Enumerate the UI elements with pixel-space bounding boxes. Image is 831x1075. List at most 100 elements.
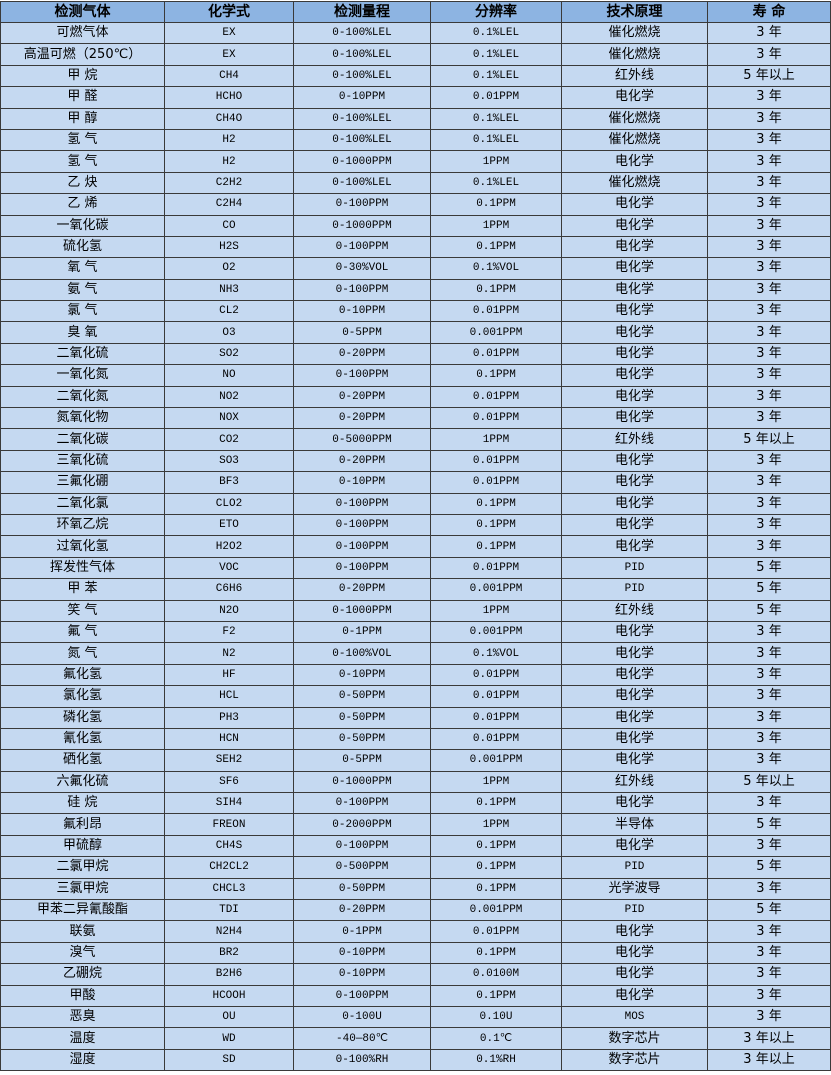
range-cell: 0-100%LEL xyxy=(293,171,431,195)
range-cell: 0-500PPM xyxy=(293,856,431,879)
table-row: 可燃气体 EX 0-100%LEL 0.1%LEL 催化燃烧 3 年 xyxy=(0,21,831,45)
table-row: 氢 气 H2 0-1000PPM 1PPM 电化学 3 年 xyxy=(0,150,831,173)
range-cell: 0-20PPM xyxy=(293,342,431,366)
principle-cell: 电化学 xyxy=(561,407,708,430)
table-row: 甲硫醇 CH4S 0-100PPM 0.1PPM 电化学 3 年 xyxy=(0,834,831,858)
table-row: 二氯甲烷 CH2CL2 0-500PPM 0.1PPM PID 5 年 xyxy=(0,856,831,879)
principle-cell: 电化学 xyxy=(561,235,708,259)
formula-cell: CH4O xyxy=(164,107,294,130)
gas-cell: 三氧化硫 xyxy=(0,449,165,473)
principle-cell: 催化燃烧 xyxy=(561,21,708,45)
formula-cell: SO2 xyxy=(164,342,294,366)
table-row: 硫化氢 H2S 0-100PPM 0.1PPM 电化学 3 年 xyxy=(0,235,831,259)
table-row: 甲苯二异氰酸酯 TDI 0-20PPM 0.001PPM PID 5 年 xyxy=(0,899,831,922)
gas-cell: 磷化氢 xyxy=(0,706,165,729)
formula-cell: C2H4 xyxy=(164,193,294,216)
resolution-cell: 0.01PPM xyxy=(430,449,562,473)
range-cell: 0-50PPM xyxy=(293,706,431,729)
resolution-cell: 1PPM xyxy=(430,214,562,237)
table-row: 联氨 N2H4 0-1PPM 0.01PPM 电化学 3 年 xyxy=(0,920,831,943)
formula-cell: NO2 xyxy=(164,385,294,409)
gas-cell: 恶臭 xyxy=(0,1005,165,1029)
range-cell: 0-20PPM xyxy=(293,578,431,601)
range-cell: 0-100PPM xyxy=(293,235,431,259)
lifespan-cell: 5 年以上 xyxy=(707,64,831,88)
principle-cell: 电化学 xyxy=(561,300,708,323)
gas-cell: 乙 炔 xyxy=(0,171,165,195)
table-row: 恶臭 OU 0-100U 0.10U MOS 3 年 xyxy=(0,1005,831,1029)
gas-cell: 氯化氢 xyxy=(0,685,165,708)
header-formula: 化学式 xyxy=(164,1,294,23)
header-row: 检测气体 化学式 检测量程 分辨率 技术原理 寿 命 xyxy=(0,1,831,23)
resolution-cell: 1PPM xyxy=(430,150,562,173)
resolution-cell: 0.001PPM xyxy=(430,899,562,922)
resolution-cell: 0.1%LEL xyxy=(430,43,562,66)
range-cell: 0-100%LEL xyxy=(293,128,431,152)
table-row: 二氧化硫 SO2 0-20PPM 0.01PPM 电化学 3 年 xyxy=(0,342,831,366)
lifespan-cell: 3 年 xyxy=(707,963,831,986)
principle-cell: 催化燃烧 xyxy=(561,43,708,66)
formula-cell: HCN xyxy=(164,727,294,751)
principle-cell: PID xyxy=(561,899,708,922)
resolution-cell: 0.01PPM xyxy=(430,471,562,494)
principle-cell: 电化学 xyxy=(561,214,708,237)
gas-cell: 甲 醇 xyxy=(0,107,165,130)
principle-cell: 电化学 xyxy=(561,150,708,173)
formula-cell: OU xyxy=(164,1005,294,1029)
table-row: 六氟化硫 SF6 0-1000PPM 1PPM 红外线 5 年以上 xyxy=(0,770,831,794)
range-cell: 0-1PPM xyxy=(293,920,431,943)
lifespan-cell: 3 年 xyxy=(707,43,831,66)
formula-cell: NO xyxy=(164,364,294,387)
table-row: 乙硼烷 B2H6 0-10PPM 0.0100M 电化学 3 年 xyxy=(0,963,831,986)
lifespan-cell: 3 年 xyxy=(707,171,831,195)
gas-cell: 甲 烷 xyxy=(0,64,165,88)
gas-cell: 硅 烷 xyxy=(0,792,165,815)
range-cell: 0-100%VOL xyxy=(293,642,431,665)
resolution-cell: 0.001PPM xyxy=(430,620,562,644)
resolution-cell: 0.1PPM xyxy=(430,856,562,879)
lifespan-cell: 5 年以上 xyxy=(707,770,831,794)
lifespan-cell: 3 年 xyxy=(707,278,831,302)
resolution-cell: 0.01PPM xyxy=(430,86,562,109)
resolution-cell: 0.1%LEL xyxy=(430,64,562,88)
gas-cell: 氧 气 xyxy=(0,257,165,280)
range-cell: 0-20PPM xyxy=(293,899,431,922)
range-cell: -40—80℃ xyxy=(293,1027,431,1050)
table-row: 氧 气 O2 0-30%VOL 0.1%VOL 电化学 3 年 xyxy=(0,257,831,280)
table-row: 三氟化硼 BF3 0-10PPM 0.01PPM 电化学 3 年 xyxy=(0,471,831,494)
formula-cell: NH3 xyxy=(164,278,294,302)
lifespan-cell: 3 年 xyxy=(707,984,831,1007)
range-cell: 0-100PPM xyxy=(293,792,431,815)
formula-cell: HF xyxy=(164,663,294,687)
resolution-cell: 0.001PPM xyxy=(430,578,562,601)
principle-cell: PID xyxy=(561,578,708,601)
gas-cell: 氟利昂 xyxy=(0,813,165,836)
formula-cell: H2 xyxy=(164,128,294,152)
formula-cell: TDI xyxy=(164,899,294,922)
principle-cell: 数字芯片 xyxy=(561,1048,708,1072)
resolution-cell: 0.01PPM xyxy=(430,706,562,729)
range-cell: 0-1000PPM xyxy=(293,214,431,237)
lifespan-cell: 3 年以上 xyxy=(707,1048,831,1072)
principle-cell: 催化燃烧 xyxy=(561,128,708,152)
lifespan-cell: 3 年 xyxy=(707,321,831,344)
lifespan-cell: 3 年 xyxy=(707,300,831,323)
resolution-cell: 0.01PPM xyxy=(430,685,562,708)
formula-cell: CO2 xyxy=(164,428,294,451)
gas-cell: 二氧化氮 xyxy=(0,385,165,409)
formula-cell: CH2CL2 xyxy=(164,856,294,879)
principle-cell: 光学波导 xyxy=(561,877,708,901)
lifespan-cell: 3 年 xyxy=(707,21,831,45)
formula-cell: N2 xyxy=(164,642,294,665)
lifespan-cell: 3 年 xyxy=(707,535,831,558)
resolution-cell: 0.1%LEL xyxy=(430,21,562,45)
lifespan-cell: 3 年 xyxy=(707,150,831,173)
range-cell: 0-50PPM xyxy=(293,685,431,708)
range-cell: 0-100PPM xyxy=(293,364,431,387)
gas-cell: 一氧化碳 xyxy=(0,214,165,237)
resolution-cell: 0.0100M xyxy=(430,963,562,986)
principle-cell: 电化学 xyxy=(561,642,708,665)
table-row: 笑 气 N2O 0-1000PPM 1PPM 红外线 5 年 xyxy=(0,599,831,622)
formula-cell: O3 xyxy=(164,321,294,344)
lifespan-cell: 3 年 xyxy=(707,342,831,366)
